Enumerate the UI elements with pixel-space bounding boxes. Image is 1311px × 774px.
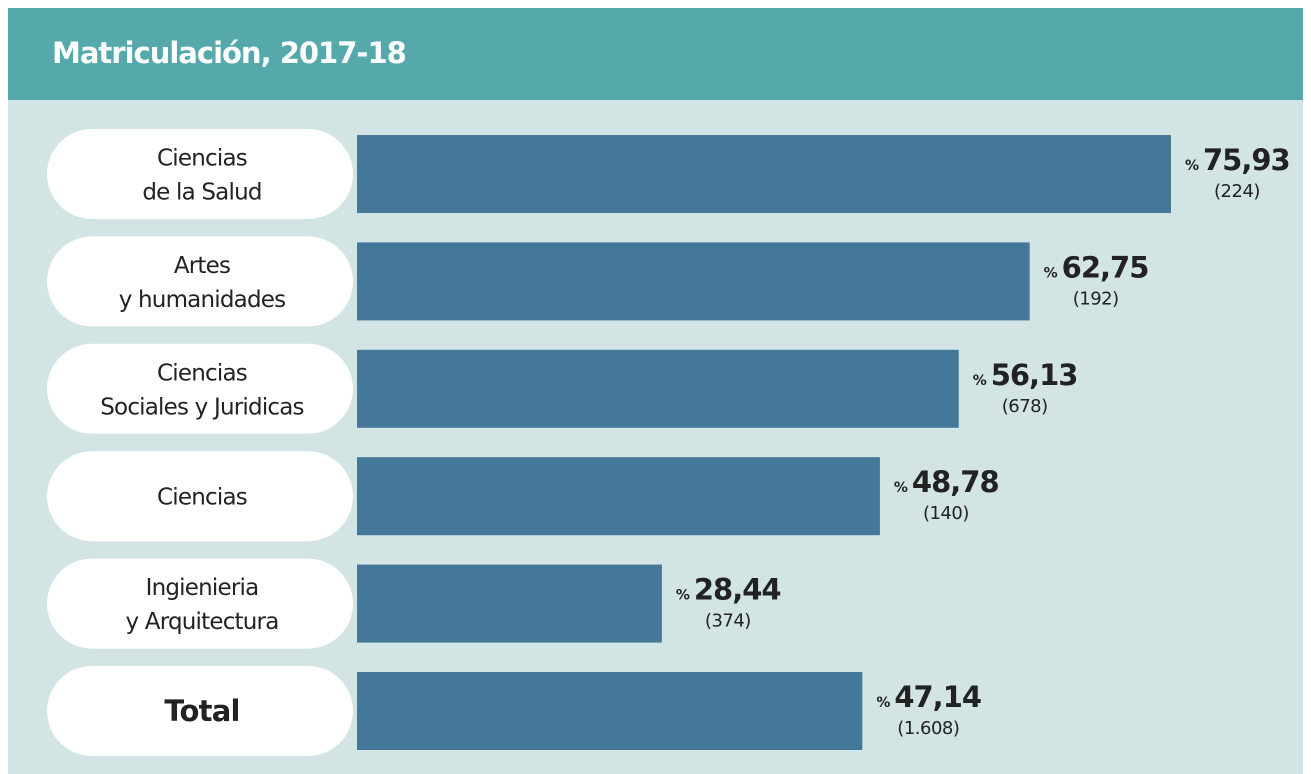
category-pill	[47, 343, 353, 434]
value-unit: %	[973, 373, 987, 389]
category-label: de la Salud	[142, 180, 261, 206]
category-label: Ingienieria	[146, 575, 259, 601]
chart-title: Matriculación, 2017-18	[52, 36, 406, 70]
count-label: (140)	[923, 503, 969, 524]
count-label: (374)	[705, 611, 751, 632]
count-label: (192)	[1073, 288, 1119, 309]
count-label: (1.608)	[897, 718, 959, 739]
value-label: 28,44	[694, 573, 781, 607]
bar	[357, 135, 1171, 213]
value-label: 48,78	[912, 465, 999, 499]
category-label: Ciencias	[157, 485, 247, 511]
value-unit: %	[876, 695, 890, 711]
category-label: Artes	[174, 253, 230, 279]
category-pill	[47, 451, 353, 542]
value-unit: %	[1185, 158, 1199, 174]
value-label: 47,14	[894, 680, 981, 714]
bar	[357, 349, 959, 428]
category-label: y humanidades	[119, 287, 286, 313]
category-pill	[47, 236, 353, 327]
category-label: Ciencias	[157, 146, 247, 172]
category-pill	[47, 558, 353, 649]
value-unit: %	[1044, 265, 1058, 281]
category-label: Ciencias	[157, 360, 247, 386]
category-pill	[47, 129, 353, 219]
category-label: Total	[164, 694, 239, 728]
value-label: 62,75	[1062, 250, 1149, 284]
count-label: (224)	[1214, 181, 1260, 202]
value-unit: %	[676, 588, 690, 604]
category-pill	[47, 666, 353, 756]
header	[8, 8, 1303, 100]
bar	[357, 242, 1030, 321]
bar	[357, 564, 662, 643]
value-label: 56,13	[991, 358, 1078, 392]
value-label: 75,93	[1203, 143, 1290, 177]
count-label: (678)	[1002, 396, 1048, 417]
bar	[357, 457, 880, 536]
category-label: y Arquitectura	[125, 609, 278, 635]
bar	[357, 672, 863, 750]
category-label: Sociales y Juridicas	[100, 394, 303, 420]
value-unit: %	[894, 480, 908, 496]
